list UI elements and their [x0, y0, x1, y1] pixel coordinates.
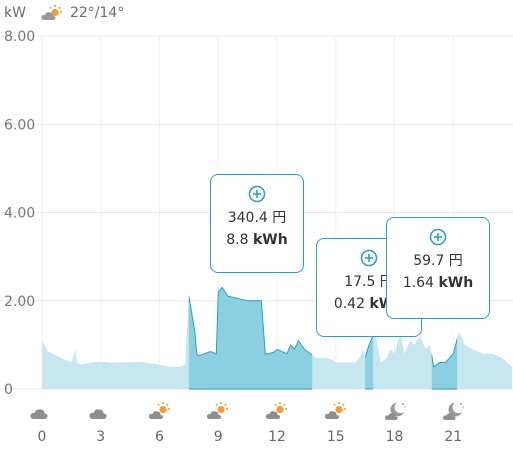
expand-plus-icon[interactable]: [429, 228, 447, 246]
callout-cost: 17.5 円: [344, 274, 394, 290]
usage-callout-3[interactable]: 59.7 円 1.64 kWh: [386, 217, 490, 319]
partly-cloudy-sun-icon: [41, 5, 62, 20]
x-tick-label: 21: [444, 429, 462, 445]
x-tick-label: 0: [38, 429, 47, 445]
x-tick-label: 18: [386, 429, 404, 445]
unit-label: kW: [4, 5, 26, 21]
usage-area-base: [42, 287, 512, 389]
highlighted-usage-segment[interactable]: [42, 286, 512, 390]
x-tick-label: 12: [268, 429, 286, 445]
callout-cost: 59.7 円: [413, 253, 463, 269]
y-tick-label: 0: [4, 382, 13, 398]
y-tick-label: 2.00: [4, 294, 35, 310]
expand-plus-icon[interactable]: [248, 185, 266, 203]
partly-cloudy-sun-icon: [265, 402, 287, 419]
usage-area: [42, 286, 512, 390]
today-weather: 22°/14°: [40, 4, 124, 22]
cloudy-icon: [89, 409, 107, 419]
partly-cloudy-sun-icon: [207, 402, 229, 419]
y-axis: 8.00 6.00 4.00 2.00 0: [4, 29, 35, 398]
usage-callout-1[interactable]: 340.4 円 8.8 kWh: [210, 174, 304, 273]
y-tick-label: 6.00: [4, 117, 35, 133]
x-tick-label: 9: [214, 429, 223, 445]
y-tick-label: 4.00: [4, 206, 35, 222]
moon-cloud-icon: [384, 402, 406, 420]
highlighted-usage-segment[interactable]: [42, 288, 512, 390]
callout-cost: 340.4 円: [227, 210, 287, 226]
temperature: 22°/14°: [69, 5, 125, 21]
x-tick-label: 3: [96, 429, 105, 445]
moon-cloud-icon: [443, 402, 464, 420]
cloudy-icon: [30, 409, 48, 419]
y-tick-label: 8.00: [4, 29, 35, 45]
callout-energy: 8.8 kWh: [226, 232, 288, 248]
highlighted-usage-segment[interactable]: [42, 288, 512, 390]
callout-energy: 1.64 kWh: [402, 275, 474, 291]
partly-cloudy-sun-icon: [148, 402, 170, 419]
expand-plus-icon[interactable]: [360, 249, 378, 267]
chart-header: kW 22°/14°: [4, 2, 124, 24]
usage-callout-2[interactable]: 17.5 円 0.42 kWh: [316, 238, 422, 337]
partly-cloudy-sun-icon: [324, 402, 346, 419]
x-tick-label: 6: [155, 429, 164, 445]
x-tick-label: 15: [327, 429, 345, 445]
x-axis: 0 3 6 9 12 15 18 21: [38, 429, 463, 445]
